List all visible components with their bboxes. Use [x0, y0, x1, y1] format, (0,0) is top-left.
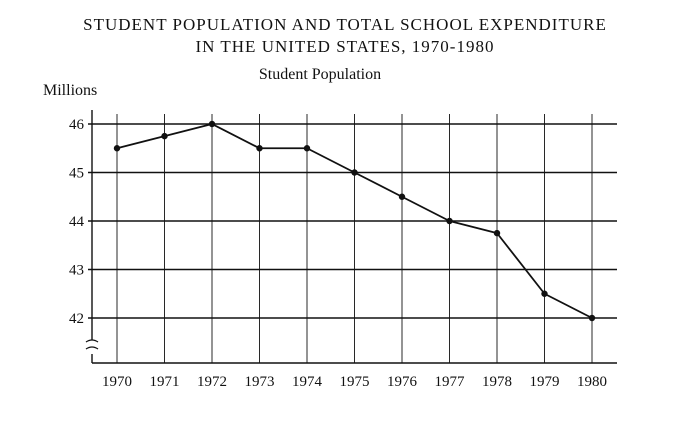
x-tick-label: 1972: [197, 374, 227, 390]
x-tick-label: 1980: [577, 374, 607, 390]
x-tick-label: 1977: [435, 374, 466, 390]
x-tick-label: 1974: [292, 374, 323, 390]
chart-title: STUDENT POPULATION AND TOTAL SCHOOL EXPE…: [83, 15, 607, 34]
data-point: [541, 290, 548, 297]
x-tick-label: 1975: [340, 374, 370, 390]
data-point: [256, 145, 263, 152]
x-tick-label: 1970: [102, 374, 132, 390]
data-point: [588, 314, 596, 322]
y-tick-label: 43: [69, 263, 84, 279]
y-tick-label: 44: [69, 214, 85, 230]
x-tick-label: 1971: [150, 374, 180, 390]
x-tick-label: 1976: [387, 374, 418, 390]
chart-title-line-2: IN THE UNITED STATES, 1970-1980: [195, 37, 495, 56]
data-point: [208, 120, 216, 128]
axis-break-mark: [85, 339, 99, 350]
data-point: [351, 169, 358, 176]
y-tick-label: 46: [69, 117, 85, 133]
data-point: [446, 217, 453, 225]
data-point: [303, 145, 311, 152]
data-point: [113, 145, 121, 152]
data-point: [161, 132, 168, 140]
chart-subtitle: Student Population: [258, 66, 382, 83]
x-tick-label: 1978: [482, 374, 512, 390]
data-point: [493, 229, 501, 237]
x-tick-label: 1979: [530, 374, 560, 390]
data-point: [398, 193, 406, 200]
y-tick-label: 45: [69, 166, 84, 182]
x-tick-label: 1973: [245, 374, 275, 390]
y-axis-label: Millions: [43, 82, 98, 99]
y-tick-label: 42: [69, 311, 84, 327]
